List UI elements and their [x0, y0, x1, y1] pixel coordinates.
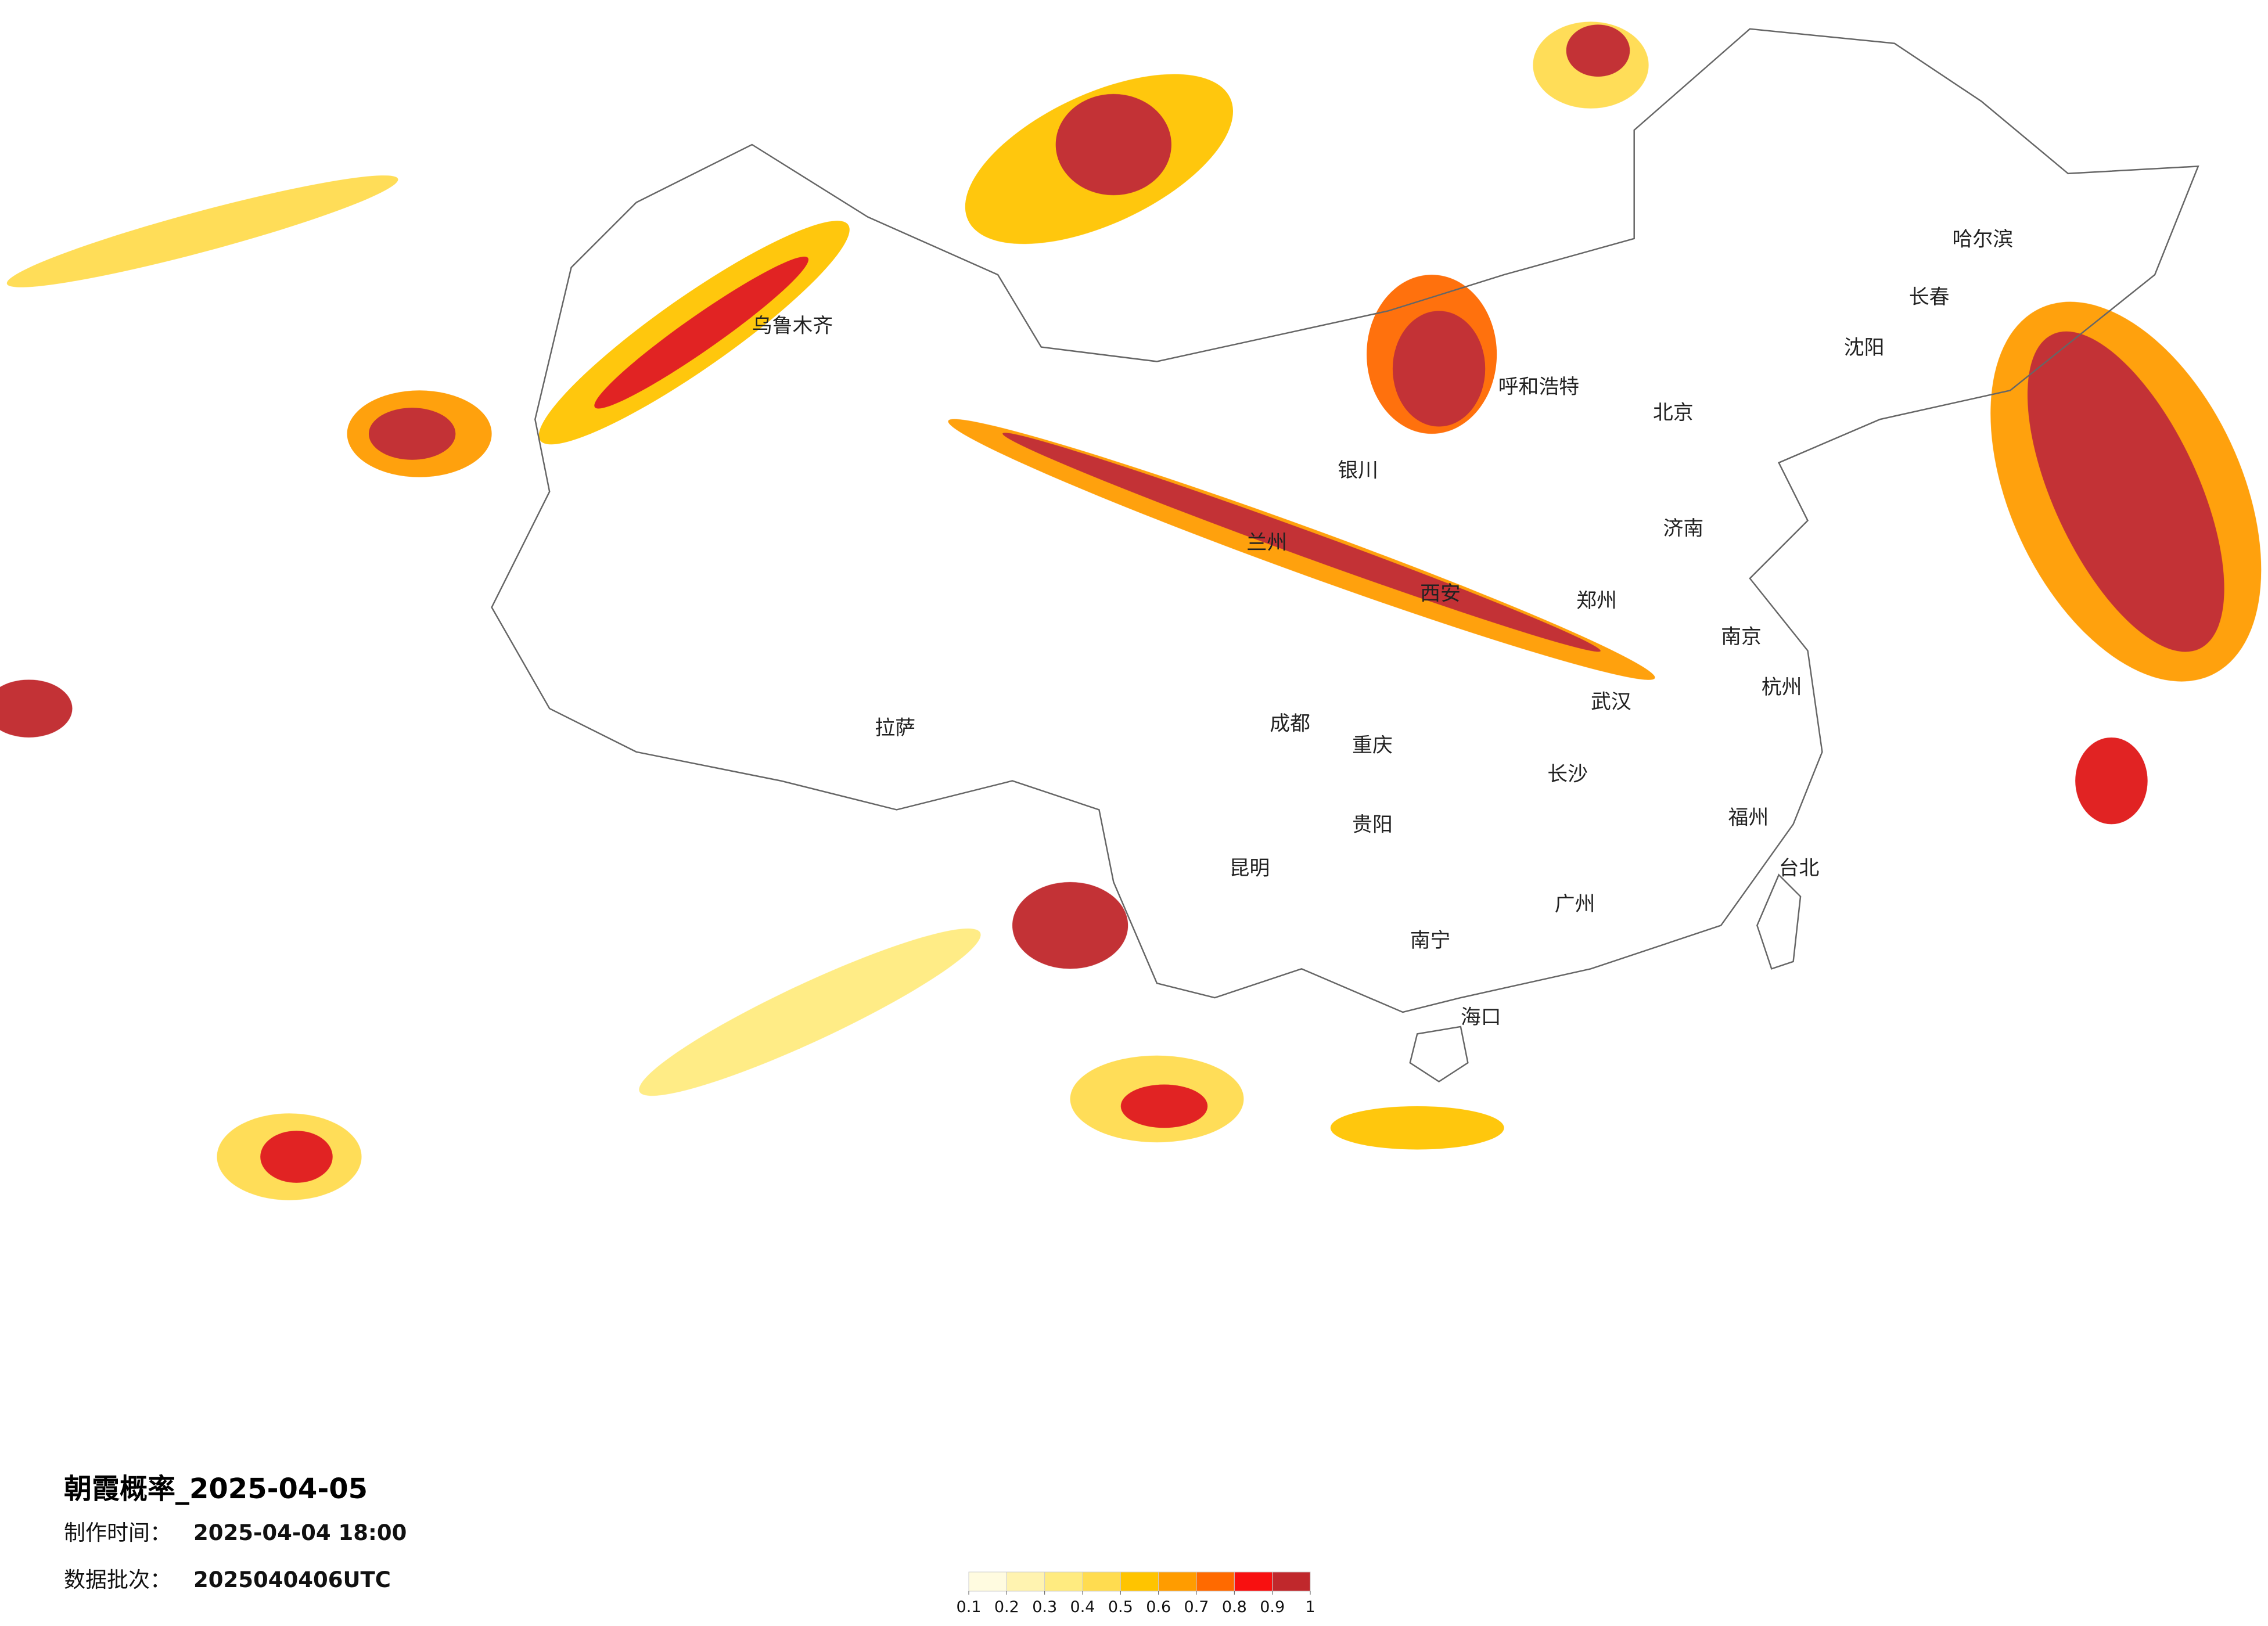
city-label: 哈尔滨 [1953, 228, 2014, 251]
city-label: 乌鲁木齐 [752, 315, 833, 338]
city-label: 武汉 [1591, 690, 1631, 714]
colorbar-swatch [1082, 1571, 1121, 1592]
cities: 北京 呼和浩特 哈尔滨 长春 沈阳 西安 兰州 银川 成都 重庆 武汉 长沙 南… [752, 228, 2013, 1029]
made-label: 制作时间： [64, 1520, 171, 1545]
colorbar-tick-label: 0.6 [1146, 1598, 1171, 1616]
city-label: 长春 [1909, 286, 1950, 309]
city-label: 贵阳 [1352, 814, 1393, 837]
city-label: 昆明 [1229, 857, 1270, 880]
city-label: 兰州 [1246, 531, 1287, 555]
colorbar-tick-label: 0.4 [1070, 1598, 1095, 1616]
city-label: 长沙 [1547, 763, 1588, 786]
city-label: 郑州 [1576, 589, 1617, 613]
colorbar-swatch [968, 1571, 1007, 1592]
city-label: 重庆 [1352, 734, 1393, 757]
colorbar-tick-label: 0.9 [1260, 1598, 1285, 1616]
city-label: 济南 [1663, 517, 1704, 540]
colorbar-tick-label: 0.1 [957, 1598, 982, 1616]
city-label: 成都 [1270, 712, 1310, 735]
colorbar-swatch [1158, 1571, 1197, 1592]
made-time: 2025-04-04 18:00 [193, 1520, 407, 1545]
colorbar-swatch [1120, 1571, 1159, 1592]
colorbar-tick-label: 0.2 [994, 1598, 1019, 1616]
colorbar-tick-label: 1 [1305, 1598, 1315, 1616]
map-title: 朝霞概率_2025-04-05 [64, 1473, 368, 1505]
colorbar-swatch [1006, 1571, 1045, 1592]
probability-field [0, 21, 2262, 1200]
batch: 2025040406UTC [193, 1567, 391, 1592]
city-label: 北京 [1653, 401, 1694, 425]
batch-label: 数据批次： [64, 1567, 171, 1592]
city-label: 台北 [1779, 857, 1820, 880]
colorbar-tick-label: 0.5 [1108, 1598, 1133, 1616]
city-label: 呼和浩特 [1498, 375, 1579, 398]
taiwan-outline [1756, 873, 1802, 970]
city-label: 福州 [1728, 806, 1769, 829]
city-label: 沈阳 [1844, 336, 1885, 359]
colorbar-tick-label: 0.8 [1222, 1598, 1247, 1616]
map-layer: 北京 呼和浩特 哈尔滨 长春 沈阳 西安 兰州 银川 成都 重庆 武汉 长沙 南… [0, 21, 2262, 1200]
city-label: 西安 [1420, 582, 1461, 605]
colorbar-swatch [1044, 1571, 1083, 1592]
colorbar-swatch [1196, 1571, 1235, 1592]
city-label: 拉萨 [875, 717, 915, 740]
colorbar-tick-label: 0.7 [1184, 1598, 1209, 1616]
colorbar-swatch [1272, 1571, 1311, 1592]
hainan-outline [1409, 1026, 1469, 1083]
colorbar-tick-label: 0.3 [1032, 1598, 1057, 1616]
colorbar: 0.1 0.2 0.3 0.4 0.5 0.6 0.7 0.8 0.9 1 [957, 1571, 1315, 1616]
city-label: 广州 [1555, 893, 1595, 916]
city-label: 杭州 [1762, 676, 1802, 699]
city-label: 海口 [1461, 1006, 1501, 1029]
city-label: 南京 [1721, 625, 1762, 649]
city-label: 南宁 [1410, 929, 1451, 952]
china-outline [491, 28, 2199, 1013]
city-label: 银川 [1338, 459, 1378, 483]
colorbar-swatch [1234, 1571, 1273, 1592]
